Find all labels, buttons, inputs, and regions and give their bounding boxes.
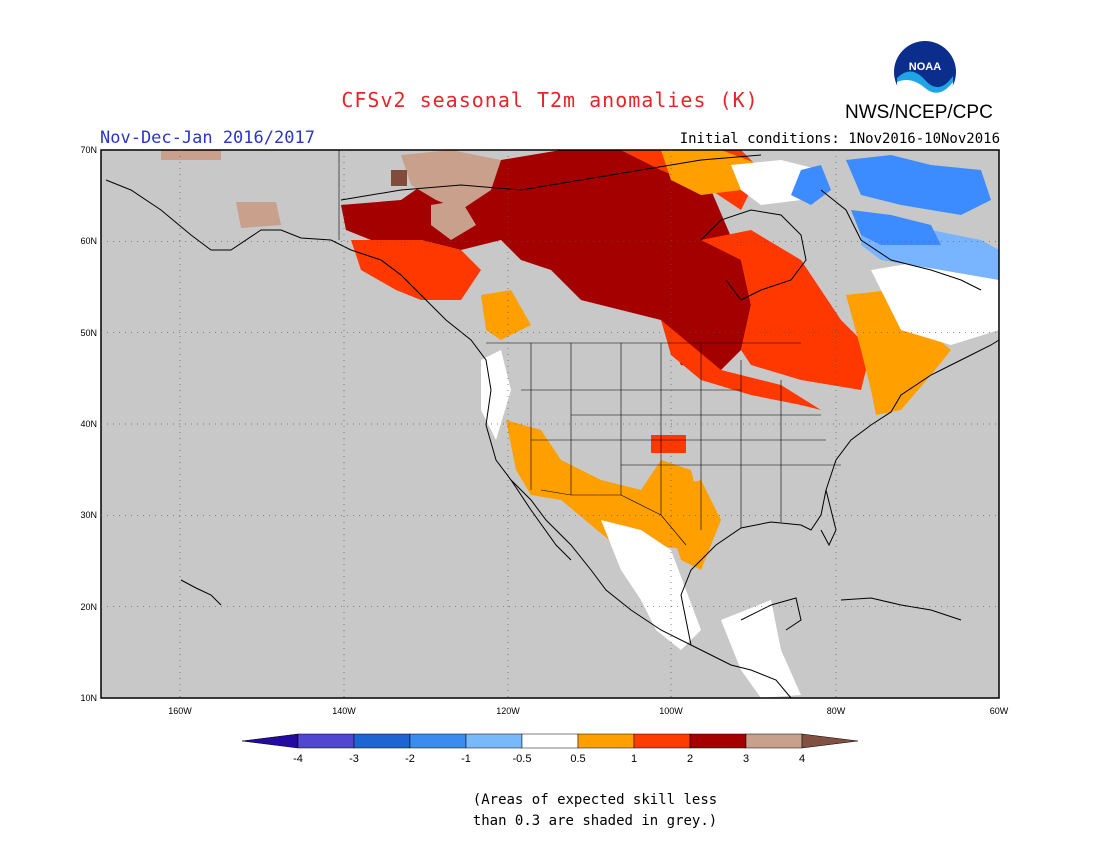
- anomaly-white-quebec: [871, 260, 999, 345]
- colorbar-tick-label: 0.5: [570, 753, 585, 765]
- colorbar-swatch: [353, 733, 411, 749]
- coast-caribbean: [840, 597, 962, 621]
- colorbar-swatch: [745, 733, 803, 749]
- anomaly-orange-newengland: [846, 290, 951, 415]
- colorbar-swatch: [577, 733, 635, 749]
- longitude-labels: 160W 140W 120W 100W 80W 60W: [168, 706, 1009, 716]
- colorbar-swatch: [689, 733, 747, 749]
- lat-label-30: 30N: [80, 510, 97, 520]
- agency-label: NWS/NCEP/CPC: [845, 102, 993, 123]
- coast-baja: [510, 479, 572, 561]
- colorbar-arrow-low: [241, 733, 299, 749]
- anomaly-regions: [161, 150, 999, 698]
- coast-pacific: [420, 294, 792, 699]
- colorbar-tick-label: -4: [293, 753, 303, 765]
- anomaly-blue-baffin: [846, 155, 991, 215]
- colorbar-tick-label: -0.5: [513, 753, 532, 765]
- coast-florida: [820, 489, 837, 547]
- graticule: [101, 150, 999, 698]
- lon-label-140: 140W: [332, 706, 356, 716]
- colorbar-tick-label: 4: [799, 753, 805, 765]
- colorbar-tick-label: -3: [349, 753, 359, 765]
- colorbar-swatch: [633, 733, 691, 749]
- anomaly-blue-ne-corner: [791, 165, 831, 205]
- colorbar: -4 -3 -2 -1 -0.5 0.5 1 2 3 4: [241, 733, 859, 765]
- coast-labrador: [820, 189, 982, 291]
- colorbar-tick-label: -2: [405, 753, 415, 765]
- colorbar-segments: [241, 733, 859, 749]
- coast-alaska: [105, 179, 422, 296]
- footnote: (Areas of expected skill less than 0.3 a…: [0, 790, 1100, 832]
- colorbar-arrow-high: [801, 733, 859, 749]
- anomaly-orange-sw: [506, 420, 711, 560]
- coast-atlantic: [825, 339, 1000, 491]
- political-borders: [338, 150, 841, 546]
- noaa-logo: NOAA: [894, 41, 956, 104]
- anomaly-tan-region: [401, 150, 501, 210]
- latitude-labels: 70N 60N 50N 40N 30N 20N 10N: [80, 145, 97, 703]
- colorbar-swatch: [521, 733, 579, 749]
- coast-hudson: [700, 209, 807, 301]
- anomaly-red-orange-bc: [351, 240, 481, 300]
- anomaly-red-orange-hudson: [701, 230, 871, 390]
- lat-label-10: 10N: [80, 693, 97, 703]
- footnote-line-1: (Areas of expected skill less: [472, 792, 718, 808]
- svg-text:NOAA: NOAA: [909, 61, 941, 73]
- colorbar-swatch: [465, 733, 523, 749]
- anomaly-tan-yukon: [431, 200, 476, 240]
- lon-label-60: 60W: [990, 706, 1009, 716]
- initial-conditions-label: Initial conditions: 1Nov2016-10Nov2016: [679, 131, 1000, 147]
- footnote-line-2: than 0.3 are shaded in grey.): [472, 813, 718, 829]
- coast-yucatan: [740, 597, 802, 631]
- anomaly-tan-sw-alaska: [236, 202, 281, 228]
- lat-label-40: 40N: [80, 419, 97, 429]
- colorbar-tick-label: 3: [743, 753, 749, 765]
- anomaly-tan-alaska: [161, 150, 221, 160]
- coast-hawaii: [180, 579, 222, 606]
- lon-label-120: 120W: [496, 706, 520, 716]
- lon-label-100: 100W: [659, 706, 683, 716]
- lat-label-70: 70N: [80, 145, 97, 155]
- lat-label-60: 60N: [80, 236, 97, 246]
- anomaly-white-mexico: [601, 520, 701, 650]
- colorbar-swatch: [297, 733, 355, 749]
- anomaly-white-central-america: [721, 600, 801, 698]
- lat-label-50: 50N: [80, 328, 97, 338]
- period-label: Nov-Dec-Jan 2016/2017: [100, 128, 315, 148]
- chart-title: CFSv2 seasonal T2m anomalies (K): [341, 88, 759, 112]
- anomaly-brown-cell: [391, 170, 407, 186]
- colorbar-swatch: [409, 733, 467, 749]
- anomaly-orange-nw: [481, 290, 531, 340]
- lon-label-80: 80W: [827, 706, 846, 716]
- colorbar-tick-label: 2: [687, 753, 693, 765]
- coast-arctic: [340, 154, 762, 201]
- anomaly-red-kansas: [651, 435, 686, 453]
- coastlines: [105, 154, 1000, 699]
- anomaly-map: 70N 60N 50N 40N 30N 20N 10N 160W 140W 12…: [80, 145, 1008, 716]
- anomaly-orange-texas: [661, 480, 721, 570]
- anomaly-orange-northbay: [661, 150, 761, 195]
- lon-label-160: 160W: [168, 706, 192, 716]
- colorbar-tick-labels: -4 -3 -2 -1 -0.5 0.5 1 2 3 4: [293, 753, 805, 765]
- colorbar-tick-label: 1: [631, 753, 637, 765]
- lat-label-20: 20N: [80, 602, 97, 612]
- colorbar-tick-label: -1: [461, 753, 471, 765]
- anomaly-blue-hudson-strait: [851, 210, 941, 245]
